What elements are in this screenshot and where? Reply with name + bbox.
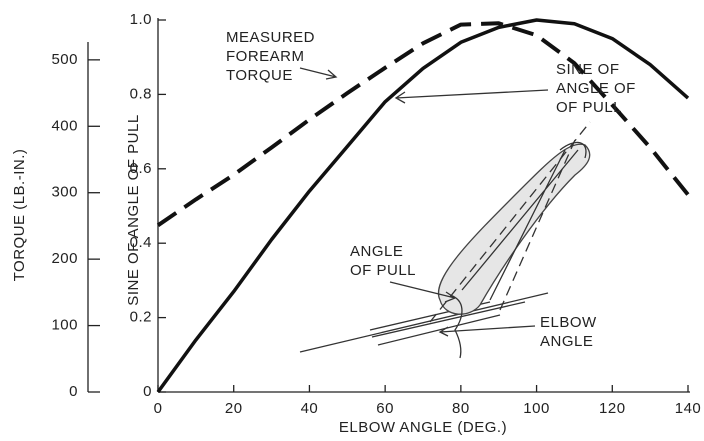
y-tick-label: 0 (143, 383, 152, 400)
annotation: MEASURED (226, 29, 315, 46)
y-tick-label: 0.2 (130, 309, 152, 326)
x-tick-label: 0 (154, 400, 163, 417)
y-tick-label: 0.6 (130, 160, 152, 177)
annotation: ANGLE (350, 243, 403, 260)
x-tick-label: 60 (376, 400, 394, 417)
annotation: FOREARM (226, 48, 305, 65)
annotation: OF PULL (556, 99, 622, 116)
x-axis-label: ELBOW ANGLE (DEG.) (339, 419, 507, 436)
annotation: ANGLE OF (556, 80, 636, 97)
y2-tick-label: 200 (51, 250, 78, 267)
line-series (156, 18, 690, 394)
line-series (156, 21, 690, 227)
x-tick-label: 140 (675, 400, 702, 417)
y-axis-label: SINE OF ANGLE OF PULL (125, 114, 142, 305)
x-tick-label: 40 (301, 400, 319, 417)
y2-tick-label: 500 (51, 51, 78, 68)
x-tick-label: 100 (523, 400, 550, 417)
y-tick-label: 0.4 (130, 234, 152, 251)
annotation: TORQUE (226, 67, 293, 84)
y2-tick-label: 100 (51, 317, 78, 334)
y2-axis-label: TORQUE (LB.-IN.) (11, 149, 28, 282)
annotation: ELBOW (540, 314, 597, 331)
y-tick-label: 0.8 (130, 85, 152, 102)
x-tick-label: 80 (452, 400, 470, 417)
annotation: ANGLE (540, 333, 593, 350)
annotation: SINE OF (556, 61, 620, 78)
arm-diagram (299, 121, 591, 359)
y2-tick-label: 400 (51, 117, 78, 134)
x-tick-label: 20 (225, 400, 243, 417)
x-tick-label: 120 (599, 400, 626, 417)
annotation: OF PULL (350, 262, 416, 279)
annotation-arrows (299, 67, 549, 337)
y-tick-label: 1.0 (130, 11, 152, 28)
y2-tick-label: 0 (69, 383, 78, 400)
y2-tick-label: 300 (51, 184, 78, 201)
